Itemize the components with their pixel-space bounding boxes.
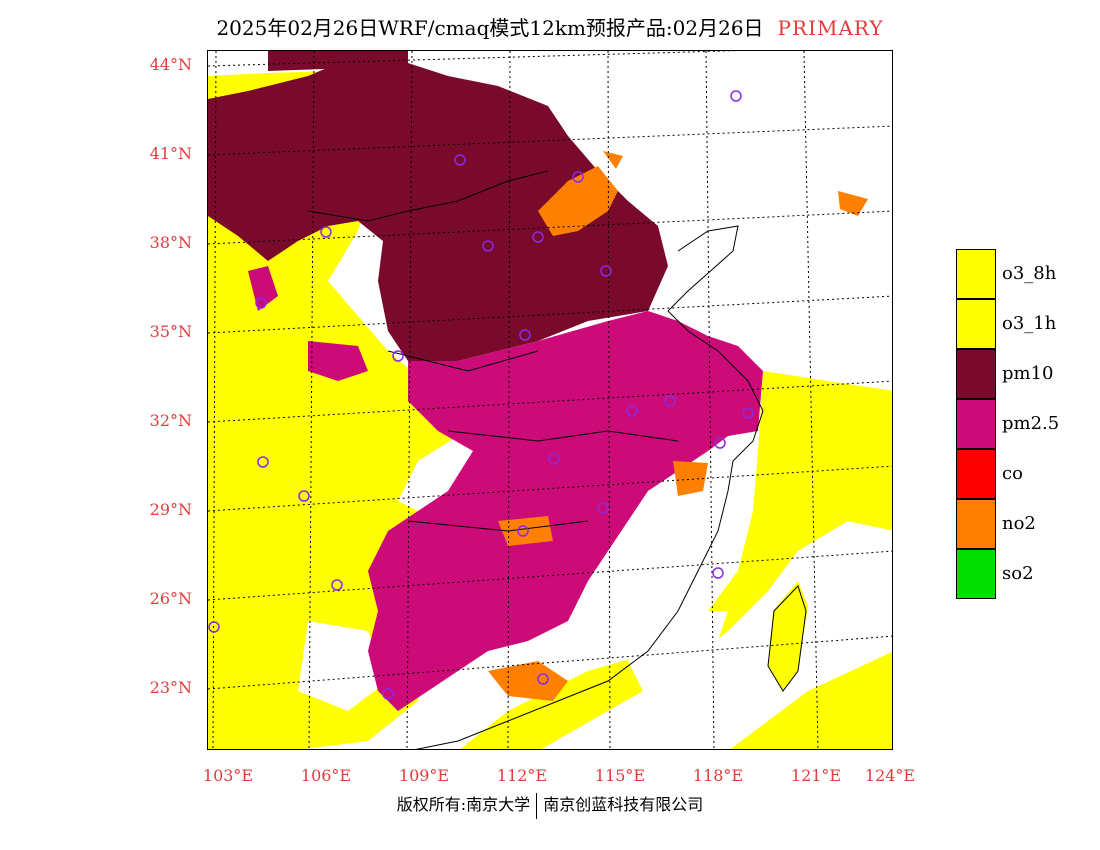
title-text: 2025年02月26日WRF/cmaq模式12km预报产品:02月26日 [216,16,764,40]
lon-label-106: 106°E [300,766,352,785]
clean-air-region [298,61,892,711]
station-marker [482,240,494,252]
station-marker [597,502,609,514]
station-marker [548,453,560,465]
footer-divider [536,792,538,819]
station-marker [730,90,742,102]
copyright-left: 版权所有:南京大学 [396,795,531,814]
pollutant-map [207,50,893,750]
legend-swatch [956,499,996,549]
pm25-region [248,266,763,711]
station-marker [257,456,269,468]
map-title: 2025年02月26日WRF/cmaq模式12km预报产品:02月26日 PRIM… [0,12,1100,41]
copyright-footer: 版权所有:南京大学 南京创蓝科技有限公司 [0,791,1100,819]
lon-label-112: 112°E [496,766,548,785]
station-marker [532,231,544,243]
legend-swatch [956,549,996,599]
legend-item-no2: no2 [956,499,1096,549]
legend-label: pm2.5 [1002,413,1060,434]
coastline [307,170,807,749]
legend-label: so2 [1002,563,1034,584]
lat-label-41: 41°N [149,144,192,163]
lon-label-103: 103°E [202,766,254,785]
lon-label-121: 121°E [790,766,842,785]
legend-item-o3-8h: o3_8h [956,249,1096,299]
lon-label-118: 118°E [692,766,744,785]
no2-region [488,151,868,701]
station-marker [664,395,676,407]
station-marker [537,673,549,685]
lat-label-32: 32°N [149,411,192,430]
station-marker [298,490,310,502]
legend-item-o3-1h: o3_1h [956,299,1096,349]
lat-label-38: 38°N [149,233,192,252]
station-markers [208,90,754,700]
station-marker [712,567,724,579]
station-marker [392,350,404,362]
copyright-right: 南京创蓝科技有限公司 [543,795,704,814]
legend-label: pm10 [1002,363,1054,384]
graticule [208,51,892,749]
station-marker [714,437,726,449]
legend-swatch [956,349,996,399]
legend-swatch [956,399,996,449]
station-marker [600,265,612,277]
lat-label-44: 44°N [149,55,192,74]
station-marker [742,407,754,419]
legend-item-co: co [956,449,1096,499]
legend-item-pm10: pm10 [956,349,1096,399]
lat-label-26: 26°N [149,589,192,608]
legend-swatch [956,299,996,349]
station-marker [208,621,220,633]
legend-swatch [956,449,996,499]
lon-label-124: 124°E [864,766,916,785]
legend-label: no2 [1002,513,1036,534]
legend-label: o3_1h [1002,313,1057,334]
lat-label-29: 29°N [149,500,192,519]
station-marker [454,154,466,166]
station-marker [572,171,584,183]
lat-label-23: 23°N [149,678,192,697]
station-marker [517,525,529,537]
legend-item-pm25: pm2.5 [956,399,1096,449]
lat-label-35: 35°N [149,322,192,341]
station-marker [382,688,394,700]
station-marker [331,579,343,591]
legend-swatch [956,249,996,299]
lon-label-109: 109°E [398,766,450,785]
legend-item-so2: so2 [956,549,1096,599]
legend-label: co [1002,463,1023,484]
legend-label: o3_8h [1002,263,1057,284]
pollutant-legend: o3_8h o3_1h pm10 pm2.5 co no2 so2 [956,249,1096,599]
station-marker [320,226,332,238]
title-primary-tag: PRIMARY [777,16,884,40]
station-marker [626,405,638,417]
lon-label-115: 115°E [594,766,646,785]
station-marker [255,297,267,309]
station-marker [519,329,531,341]
